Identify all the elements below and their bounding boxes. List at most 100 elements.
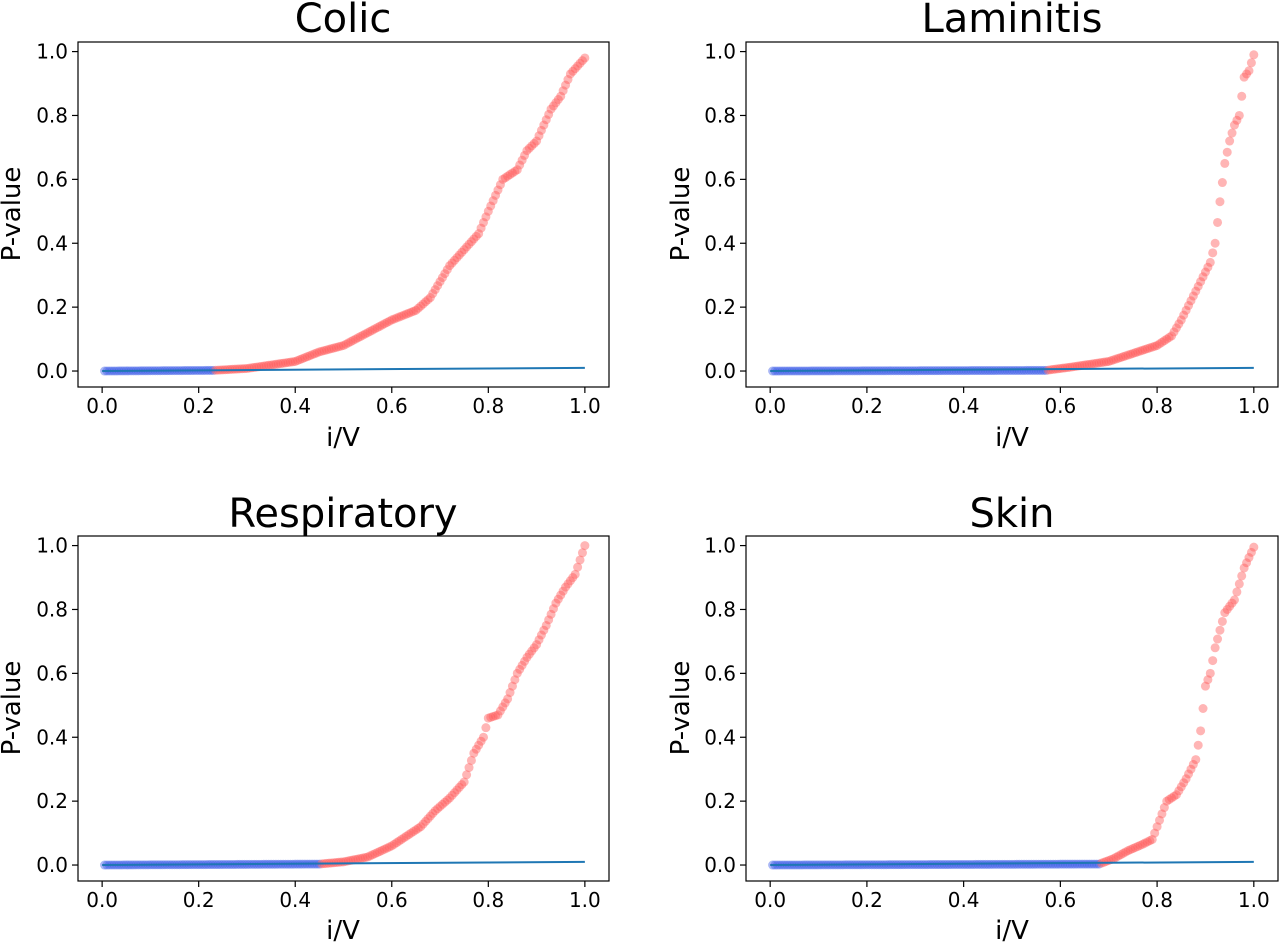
nonsignificant-point <box>445 261 455 271</box>
nonsignificant-point <box>355 332 365 342</box>
nonsignificant-point <box>573 61 583 71</box>
x-tick-label: 0.8 <box>472 394 504 418</box>
y-tick-label: 0.6 <box>704 661 736 685</box>
nonsignificant-point <box>1171 790 1181 800</box>
nonsignificant-point <box>382 317 392 327</box>
nonsignificant-point <box>406 307 416 317</box>
nonsignificant-point <box>1142 344 1152 354</box>
nonsignificant-point <box>539 625 549 635</box>
nonsignificant-point <box>469 234 479 244</box>
nonsignificant-point <box>1213 217 1223 227</box>
x-tick-label: 0.2 <box>183 394 215 418</box>
nonsignificant-point <box>435 277 445 287</box>
nonsignificant-point <box>1118 848 1128 858</box>
nonsignificant-point <box>293 355 303 365</box>
nonsignificant-point <box>1125 349 1135 359</box>
nonsignificant-point <box>392 838 402 848</box>
nonsignificant-point <box>1092 358 1102 368</box>
nonsignificant-point <box>372 848 382 858</box>
nonsignificant-point <box>409 826 418 836</box>
nonsignificant-point <box>310 349 320 359</box>
significant-point <box>1002 365 1012 375</box>
nonsignificant-point <box>1147 834 1157 844</box>
nonsignificant-point <box>1130 348 1140 358</box>
nonsignificant-point <box>259 361 269 371</box>
x-tick-label: 0.6 <box>1044 888 1076 912</box>
nonsignificant-point <box>1217 616 1227 626</box>
nonsignificant-point <box>1140 838 1150 848</box>
nonsignificant-point <box>425 811 435 821</box>
nonsignificant-point <box>1210 643 1220 653</box>
nonsignificant-point <box>341 339 351 349</box>
nonsignificant-point <box>1150 341 1160 351</box>
nonsignificant-point <box>450 255 460 265</box>
nonsignificant-point <box>464 763 474 773</box>
nonsignificant-point <box>1215 625 1225 635</box>
nonsignificant-point <box>548 604 558 614</box>
nonsignificant-point <box>1188 759 1198 769</box>
nonsignificant-point <box>507 168 517 178</box>
y-axis-label: P-value <box>0 661 27 756</box>
nonsignificant-point <box>1080 360 1090 370</box>
nonsignificant-point <box>1123 846 1133 856</box>
nonsignificant-point <box>423 814 433 824</box>
nonsignificant-point <box>1162 334 1172 344</box>
nonsignificant-point <box>418 819 428 829</box>
nonsignificant-point <box>384 316 394 326</box>
nonsignificant-point <box>1130 842 1140 852</box>
nonsignificant-point <box>570 569 580 579</box>
significant-point <box>1038 859 1048 869</box>
nonsignificant-point <box>474 740 484 750</box>
nonsignificant-point <box>1087 359 1097 369</box>
nonsignificant-point <box>536 630 546 640</box>
nonsignificant-point <box>440 797 450 807</box>
nonsignificant-point <box>1217 178 1227 188</box>
nonsignificant-point <box>483 206 493 216</box>
nonsignificant-point <box>404 830 414 840</box>
nonsignificant-point <box>1118 352 1128 362</box>
nonsignificant-point <box>1138 839 1148 849</box>
significant-point <box>1089 859 1099 869</box>
nonsignificant-point <box>1198 704 1208 713</box>
nonsignificant-point <box>500 173 510 183</box>
significant-point <box>1007 365 1017 375</box>
x-tick-label: 0.8 <box>1141 394 1173 418</box>
nonsignificant-point <box>1203 675 1213 685</box>
significant-point <box>1029 365 1039 375</box>
nonsignificant-point <box>580 53 590 63</box>
nonsignificant-point <box>1133 841 1143 851</box>
nonsignificant-point <box>1220 158 1230 168</box>
nonsignificant-point <box>532 640 542 650</box>
plot-area <box>745 41 1279 388</box>
nonsignificant-point <box>529 138 539 148</box>
nonsignificant-point <box>411 825 421 835</box>
nonsignificant-point <box>1174 319 1184 329</box>
nonsignificant-point <box>556 590 566 600</box>
nonsignificant-point <box>406 828 416 838</box>
nonsignificant-point <box>1135 346 1145 356</box>
nonsignificant-point <box>544 615 554 625</box>
significant-point <box>1055 859 1065 869</box>
nonsignificant-point <box>462 770 472 780</box>
nonsignificant-point <box>575 555 585 565</box>
nonsignificant-point <box>452 785 462 795</box>
nonsignificant-point <box>1179 778 1189 788</box>
nonsignificant-point <box>524 649 534 659</box>
nonsignificant-point <box>232 364 242 374</box>
nonsignificant-point <box>503 694 513 704</box>
x-tick-label: 0.4 <box>948 888 980 912</box>
nonsignificant-point <box>1104 356 1114 366</box>
x-tick-label: 1.0 <box>1238 888 1270 912</box>
nonsignificant-point <box>507 681 517 691</box>
nonsignificant-point <box>324 344 334 354</box>
significant-point <box>1012 365 1022 375</box>
y-tick-label: 0.8 <box>36 103 68 127</box>
nonsignificant-point <box>370 324 380 334</box>
nonsignificant-point <box>1244 553 1254 563</box>
nonsignificant-point <box>491 190 501 200</box>
nonsignificant-point <box>264 360 274 370</box>
ticks: 0.0 0.2 0.4 0.6 0.8 1.0 0.0 0.2 0.4 0.6 0.8 1.0 <box>36 534 601 912</box>
nonsignificant-point <box>522 146 532 156</box>
nonsignificant-point <box>452 253 462 263</box>
significant-point <box>1014 365 1024 375</box>
